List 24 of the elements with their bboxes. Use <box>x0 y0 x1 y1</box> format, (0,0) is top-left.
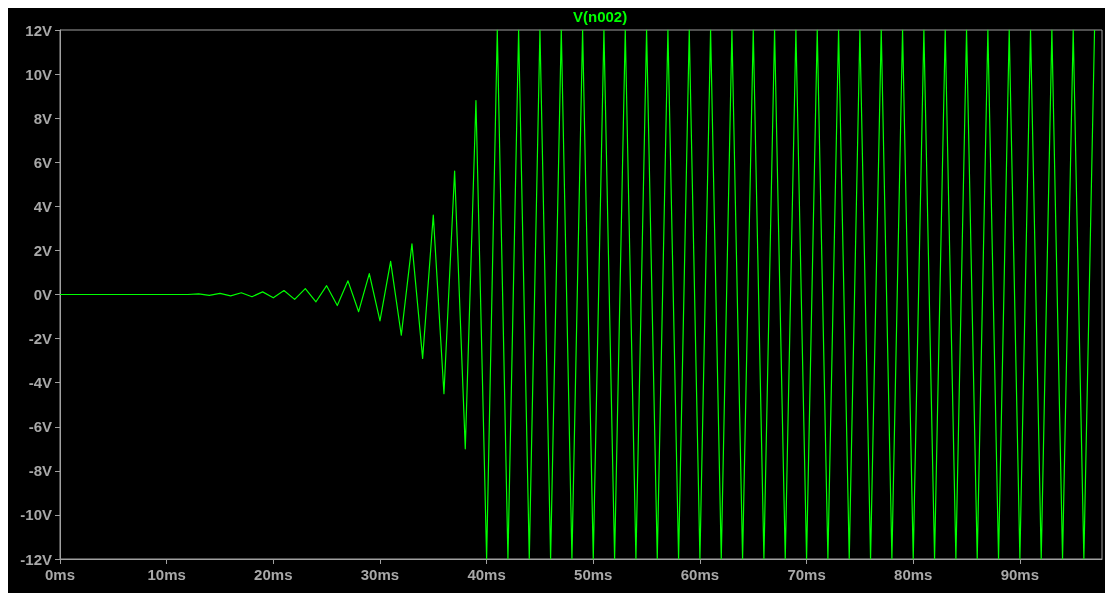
x-tick-label: 10ms <box>147 566 186 583</box>
chart-title: V(n002) <box>573 8 628 25</box>
x-tick-label: 60ms <box>680 566 720 583</box>
y-tick-label: 0V <box>33 286 52 303</box>
x-tick-label: 50ms <box>574 566 613 583</box>
y-tick-label: -12V <box>20 550 52 568</box>
x-tick-label: 0ms <box>44 566 76 583</box>
y-tick-label: -4V <box>28 374 52 392</box>
y-tick-label: 2V <box>33 241 52 259</box>
x-tick-label: 20ms <box>254 566 293 583</box>
x-tick-label: 70ms <box>787 566 826 583</box>
y-tick-label: -8V <box>28 462 52 480</box>
y-tick-label: 4V <box>33 197 52 215</box>
y-tick-label: -10V <box>20 506 52 524</box>
y-tick-label: -2V <box>28 330 52 348</box>
y-tick-label: 8V <box>33 109 52 127</box>
y-tick-label: 6V <box>33 153 52 171</box>
x-tick-label: 90ms <box>1000 566 1040 583</box>
x-tick-label: 40ms <box>467 566 506 583</box>
y-tick-label: -6V <box>28 418 52 436</box>
y-tick-label: 12V <box>25 21 52 39</box>
x-tick-label: 80ms <box>894 566 933 583</box>
y-tick-label: 10V <box>25 65 52 83</box>
x-tick-label: 30ms <box>360 566 400 583</box>
